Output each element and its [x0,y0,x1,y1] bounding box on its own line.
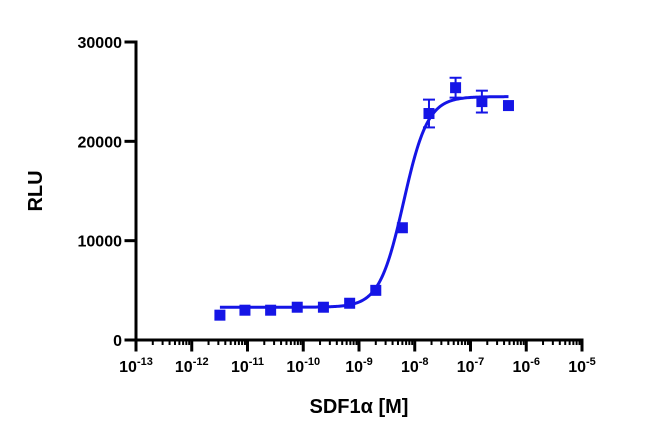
y-tick-label: 0 [113,333,122,350]
data-point [317,301,329,313]
x-tick-label: 10-10 [286,356,320,376]
y-axis: 0 10000 20000 30000 [78,35,138,350]
data-point [265,304,277,316]
x-tick-label: 10-9 [345,356,373,376]
y-axis-title: RLU [25,170,47,211]
x-axis-title: SDF1α [M] [310,396,409,418]
x-tick-label: 10-11 [231,356,264,376]
x-tick-label: 10-6 [512,356,540,376]
data-point [239,304,251,316]
x-axis: 10-13 10-12 10-11 10-10 10-9 10-8 10-7 10-6 10-5 [119,338,596,376]
data-point [450,82,462,94]
data-point [476,96,488,108]
y-tick-label: 30000 [78,35,123,52]
x-tick-label: 10-5 [568,356,596,376]
data-point [370,284,382,296]
data-point [291,301,303,313]
data-point [423,108,435,120]
data-point [344,297,356,309]
data-point [396,222,408,234]
fit-curve [219,95,509,309]
x-tick-label: 10-7 [457,356,485,376]
y-tick-label: 10000 [78,234,123,251]
data-point [502,100,514,112]
x-tick-label: 10-8 [401,356,429,376]
data-series [214,76,514,321]
data-point [214,309,226,321]
x-tick-label: 10-13 [119,356,153,376]
x-tick-label: 10-12 [175,356,209,376]
y-tick-label: 20000 [78,134,123,151]
